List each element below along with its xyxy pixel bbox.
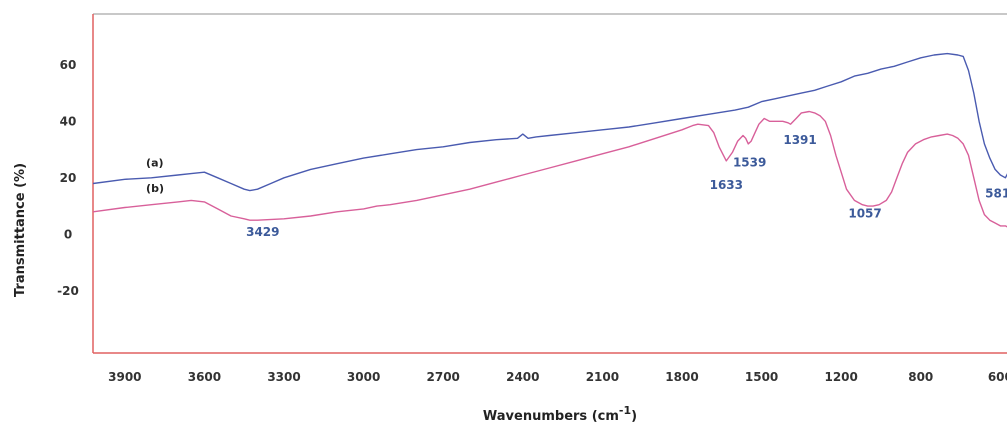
x-tick-label-3: 3000 xyxy=(347,370,380,384)
plot-area: 60 40 20 0 -20 3900 3600 3300 3000 2700 2400 2100 18… xyxy=(57,13,1007,384)
peak-label-1539: 1539 xyxy=(733,156,766,170)
x-axis-label-superscript: -1 xyxy=(619,404,631,417)
peak-label-3429: 3429 xyxy=(246,225,279,239)
x-axis-label-close: ) xyxy=(631,409,637,424)
x-tick-label-6: 2100 xyxy=(586,370,619,384)
y-axis-title: Transmittance (%) xyxy=(13,163,28,297)
x-tick-label-7: 1800 xyxy=(665,370,698,384)
y-tick-label-0: 60 xyxy=(60,58,77,72)
x-tick-label-9: 1200 xyxy=(824,370,857,384)
series-tag-b: (b) xyxy=(146,182,164,195)
x-tick-label-0: 3900 xyxy=(108,370,141,384)
series-line-a xyxy=(93,52,1007,192)
series-line-b xyxy=(93,110,1007,228)
x-axis-title: Wavenumbers (cm-1) xyxy=(483,404,637,424)
x-tick-label-10: 800 xyxy=(908,370,933,384)
y-tick-label-1: 40 xyxy=(60,114,77,128)
peak-label-1391: 1391 xyxy=(783,133,816,147)
y-tick-label-3: 0 xyxy=(64,227,72,241)
peak-label-581: 581 xyxy=(985,187,1007,201)
x-tick-label-5: 2400 xyxy=(506,370,539,384)
x-tick-label-4: 2700 xyxy=(427,370,460,384)
y-tick-label-4: -20 xyxy=(57,284,79,298)
y-axis-label: Transmittance (%) xyxy=(13,163,28,297)
peak-label-1057: 1057 xyxy=(848,206,881,220)
x-tick-label-8: 1500 xyxy=(745,370,778,384)
series-tag-a: (a) xyxy=(146,157,163,170)
peak-label-1633: 1633 xyxy=(710,178,743,192)
x-axis-label: Wavenumbers (cm xyxy=(483,409,619,424)
x-tick-label-11: 600 xyxy=(988,370,1007,384)
x-tick-label-2: 3300 xyxy=(267,370,300,384)
x-tick-label-1: 3600 xyxy=(188,370,221,384)
y-tick-label-2: 20 xyxy=(60,171,77,185)
